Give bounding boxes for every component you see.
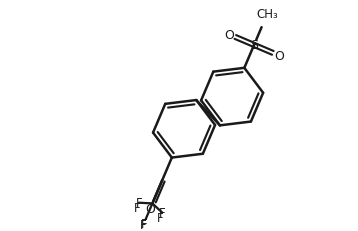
- Text: F: F: [134, 202, 140, 215]
- Text: S: S: [250, 39, 258, 52]
- Text: F: F: [140, 218, 147, 231]
- Text: O: O: [274, 50, 284, 63]
- Text: CH₃: CH₃: [256, 8, 278, 21]
- Text: O: O: [224, 29, 234, 42]
- Text: F: F: [136, 196, 142, 209]
- Text: O: O: [145, 202, 155, 215]
- Text: F: F: [140, 217, 147, 230]
- Text: F: F: [156, 211, 163, 224]
- Text: F: F: [159, 206, 165, 219]
